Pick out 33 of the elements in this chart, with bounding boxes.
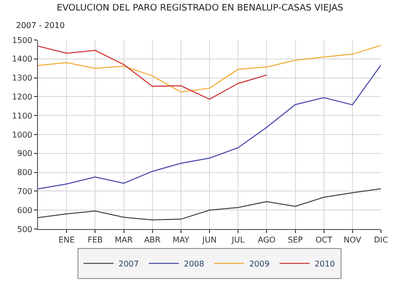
y-tick-label: 900 [17, 149, 32, 158]
y-tick-label: 500 [17, 224, 32, 234]
y-tick-label: 1100 [12, 111, 32, 120]
x-tick-label: DIC [374, 236, 388, 245]
y-tick-label: 1500 [12, 36, 32, 45]
x-tick-label: FEB [88, 236, 103, 245]
legend-label: 2010 [314, 260, 335, 269]
line-series [38, 188, 381, 220]
y-tick-label: 800 [17, 168, 32, 178]
x-tick-label: ABR [144, 236, 162, 245]
x-tick-label: JUN [201, 236, 217, 245]
legend-label: 2009 [249, 260, 270, 269]
y-tick-label: 1200 [12, 92, 32, 102]
y-tick-label: 1000 [12, 130, 32, 140]
y-tick-label: 700 [17, 187, 32, 196]
x-tick-label: MAR [114, 236, 134, 245]
x-tick-label: MAY [172, 236, 190, 245]
legend-label: 2008 [184, 260, 204, 269]
y-tick-label: 1300 [12, 74, 32, 83]
chart-subtitle: 2007 - 2010 [16, 21, 65, 30]
x-tick-label: SEP [288, 236, 303, 245]
chart-title: EVOLUCION DEL PARO REGISTRADO EN BENALUP-CASAS VIEJAS [56, 4, 344, 14]
line-series [38, 44, 381, 92]
line-series [38, 64, 381, 190]
x-tick-label: AGO [258, 236, 276, 245]
x-tick-label: NOV [344, 236, 362, 245]
legend-label: 2007 [118, 260, 139, 269]
y-tick-label: 600 [17, 206, 32, 215]
x-tick-label: OCT [315, 236, 332, 245]
x-tick-label: ENE [58, 236, 75, 245]
line-series [38, 46, 268, 100]
y-tick-label: 1400 [12, 54, 32, 64]
x-tick-label: JUL [230, 236, 245, 245]
